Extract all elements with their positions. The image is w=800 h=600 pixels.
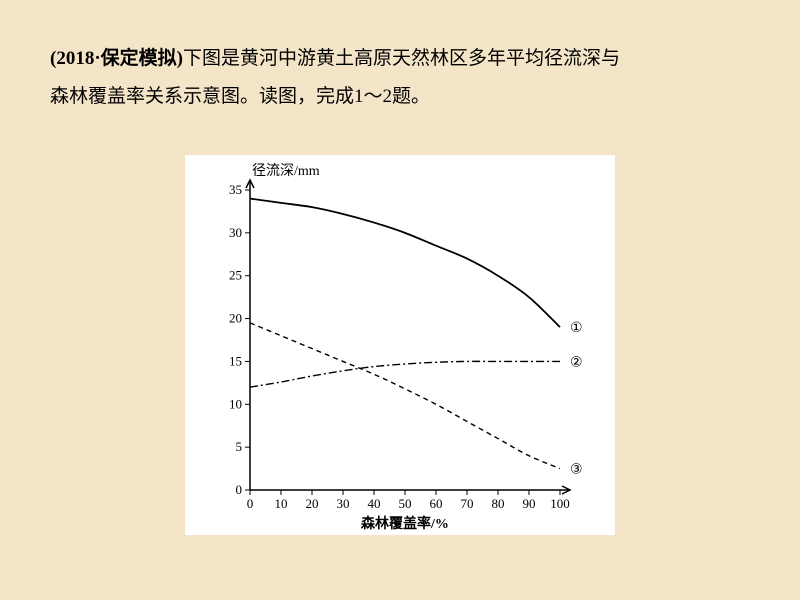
chart-svg: 0 5 10 15 20 25 30 35 0 10 20 30 40 50 60 70 80 90 100 径流深/… — [185, 155, 615, 535]
x-tick-label: 100 — [550, 496, 570, 511]
source-label: (2018·保定模拟) — [50, 48, 183, 69]
x-tick-label: 50 — [399, 496, 412, 511]
x-tick-label: 30 — [337, 496, 350, 511]
series-label-s2: ② — [570, 355, 583, 370]
intro-line2: 森林覆盖率关系示意图。读图，完成1～2题。 — [50, 86, 430, 107]
x-axis-label: 森林覆盖率/% — [361, 515, 449, 532]
series-label-s3: ③ — [570, 463, 583, 478]
y-tick-label: 5 — [236, 439, 243, 454]
runoff-chart: 0 5 10 15 20 25 30 35 0 10 20 30 40 50 60 70 80 90 100 径流深/… — [185, 155, 615, 535]
x-tick-label: 10 — [275, 496, 288, 511]
series-s1 — [250, 199, 560, 328]
y-tick-label: 15 — [229, 353, 242, 368]
y-tick-label: 25 — [229, 268, 242, 283]
intro-line1: 下图是黄河中游黄土高原天然林区多年平均径流深与 — [183, 48, 620, 69]
series-label-s1: ① — [570, 321, 583, 336]
x-tick-label: 90 — [523, 496, 536, 511]
y-tick-label: 0 — [236, 482, 243, 497]
y-tick-label: 35 — [229, 182, 242, 197]
y-tick-label: 30 — [229, 225, 242, 240]
y-axis-label: 径流深/mm — [252, 163, 320, 179]
series-s3 — [250, 323, 560, 469]
question-intro: (2018·保定模拟)下图是黄河中游黄土高原天然林区多年平均径流深与 森林覆盖率… — [50, 40, 750, 116]
x-tick-label: 70 — [461, 496, 474, 511]
x-tick-label: 80 — [492, 496, 505, 511]
series-s2 — [250, 361, 560, 387]
y-tick-label: 10 — [229, 396, 242, 411]
y-tick-label: 20 — [229, 311, 242, 326]
x-tick-label: 40 — [368, 496, 381, 511]
x-tick-label: 20 — [306, 496, 319, 511]
x-tick-label: 60 — [430, 496, 443, 511]
x-tick-label: 0 — [247, 496, 254, 511]
